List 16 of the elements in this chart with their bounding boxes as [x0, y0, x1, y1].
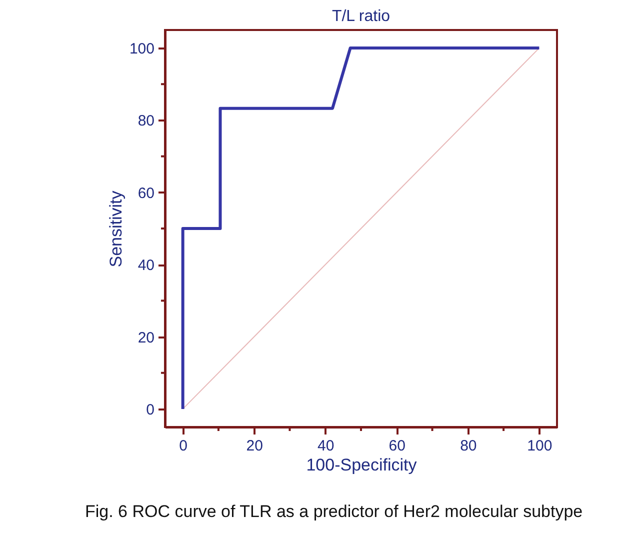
y-tick-label: 0	[146, 401, 154, 418]
x-tick-label: 80	[460, 438, 477, 454]
y-axis-title: Sensitivity	[106, 190, 126, 268]
caption: Fig. 6 ROC curve of TLR as a predictor of Her2 molecular subtype	[85, 502, 583, 521]
y-tick-label: 40	[138, 257, 154, 274]
y-tick-label: 100	[129, 40, 154, 58]
x-axis-title: 100-Specificity	[306, 456, 418, 474]
chart-title: T/L ratio	[332, 8, 390, 25]
x-tick-label: 20	[246, 438, 263, 454]
y-tick-label: 80	[138, 112, 154, 130]
x-tick-label: 40	[318, 438, 334, 454]
x-tick-label: 60	[388, 438, 406, 454]
y-tick-label: 60	[138, 184, 154, 202]
x-tick-label: 0	[179, 438, 188, 454]
y-tick-label: 20	[138, 329, 154, 346]
x-tick-label: 100	[527, 438, 552, 454]
